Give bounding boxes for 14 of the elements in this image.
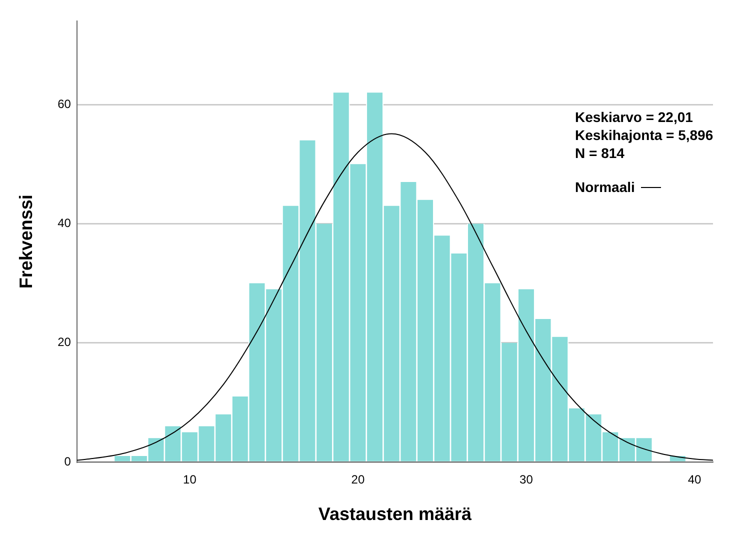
y-tick-label: 0: [64, 454, 72, 468]
annotation: Keskiarvo = 22,01: [575, 108, 694, 126]
y-axis-title: Frekvenssi: [16, 194, 36, 289]
x-tick-label: 30: [520, 472, 534, 487]
annotation: N = 814: [575, 144, 626, 162]
x-tick-label: 10: [183, 472, 197, 487]
y-tick-label: 40: [58, 216, 72, 230]
y-tick-label: 20: [58, 335, 72, 350]
y-tick-label: 60: [58, 96, 72, 111]
x-axis-title: Vastausten määrä: [318, 504, 473, 524]
x-tick-label: 20: [351, 472, 365, 487]
legend-label: Normaali: [575, 178, 635, 196]
x-tick-label: 40: [688, 472, 702, 487]
annotation: Keskihajonta = 5,896: [575, 126, 714, 144]
